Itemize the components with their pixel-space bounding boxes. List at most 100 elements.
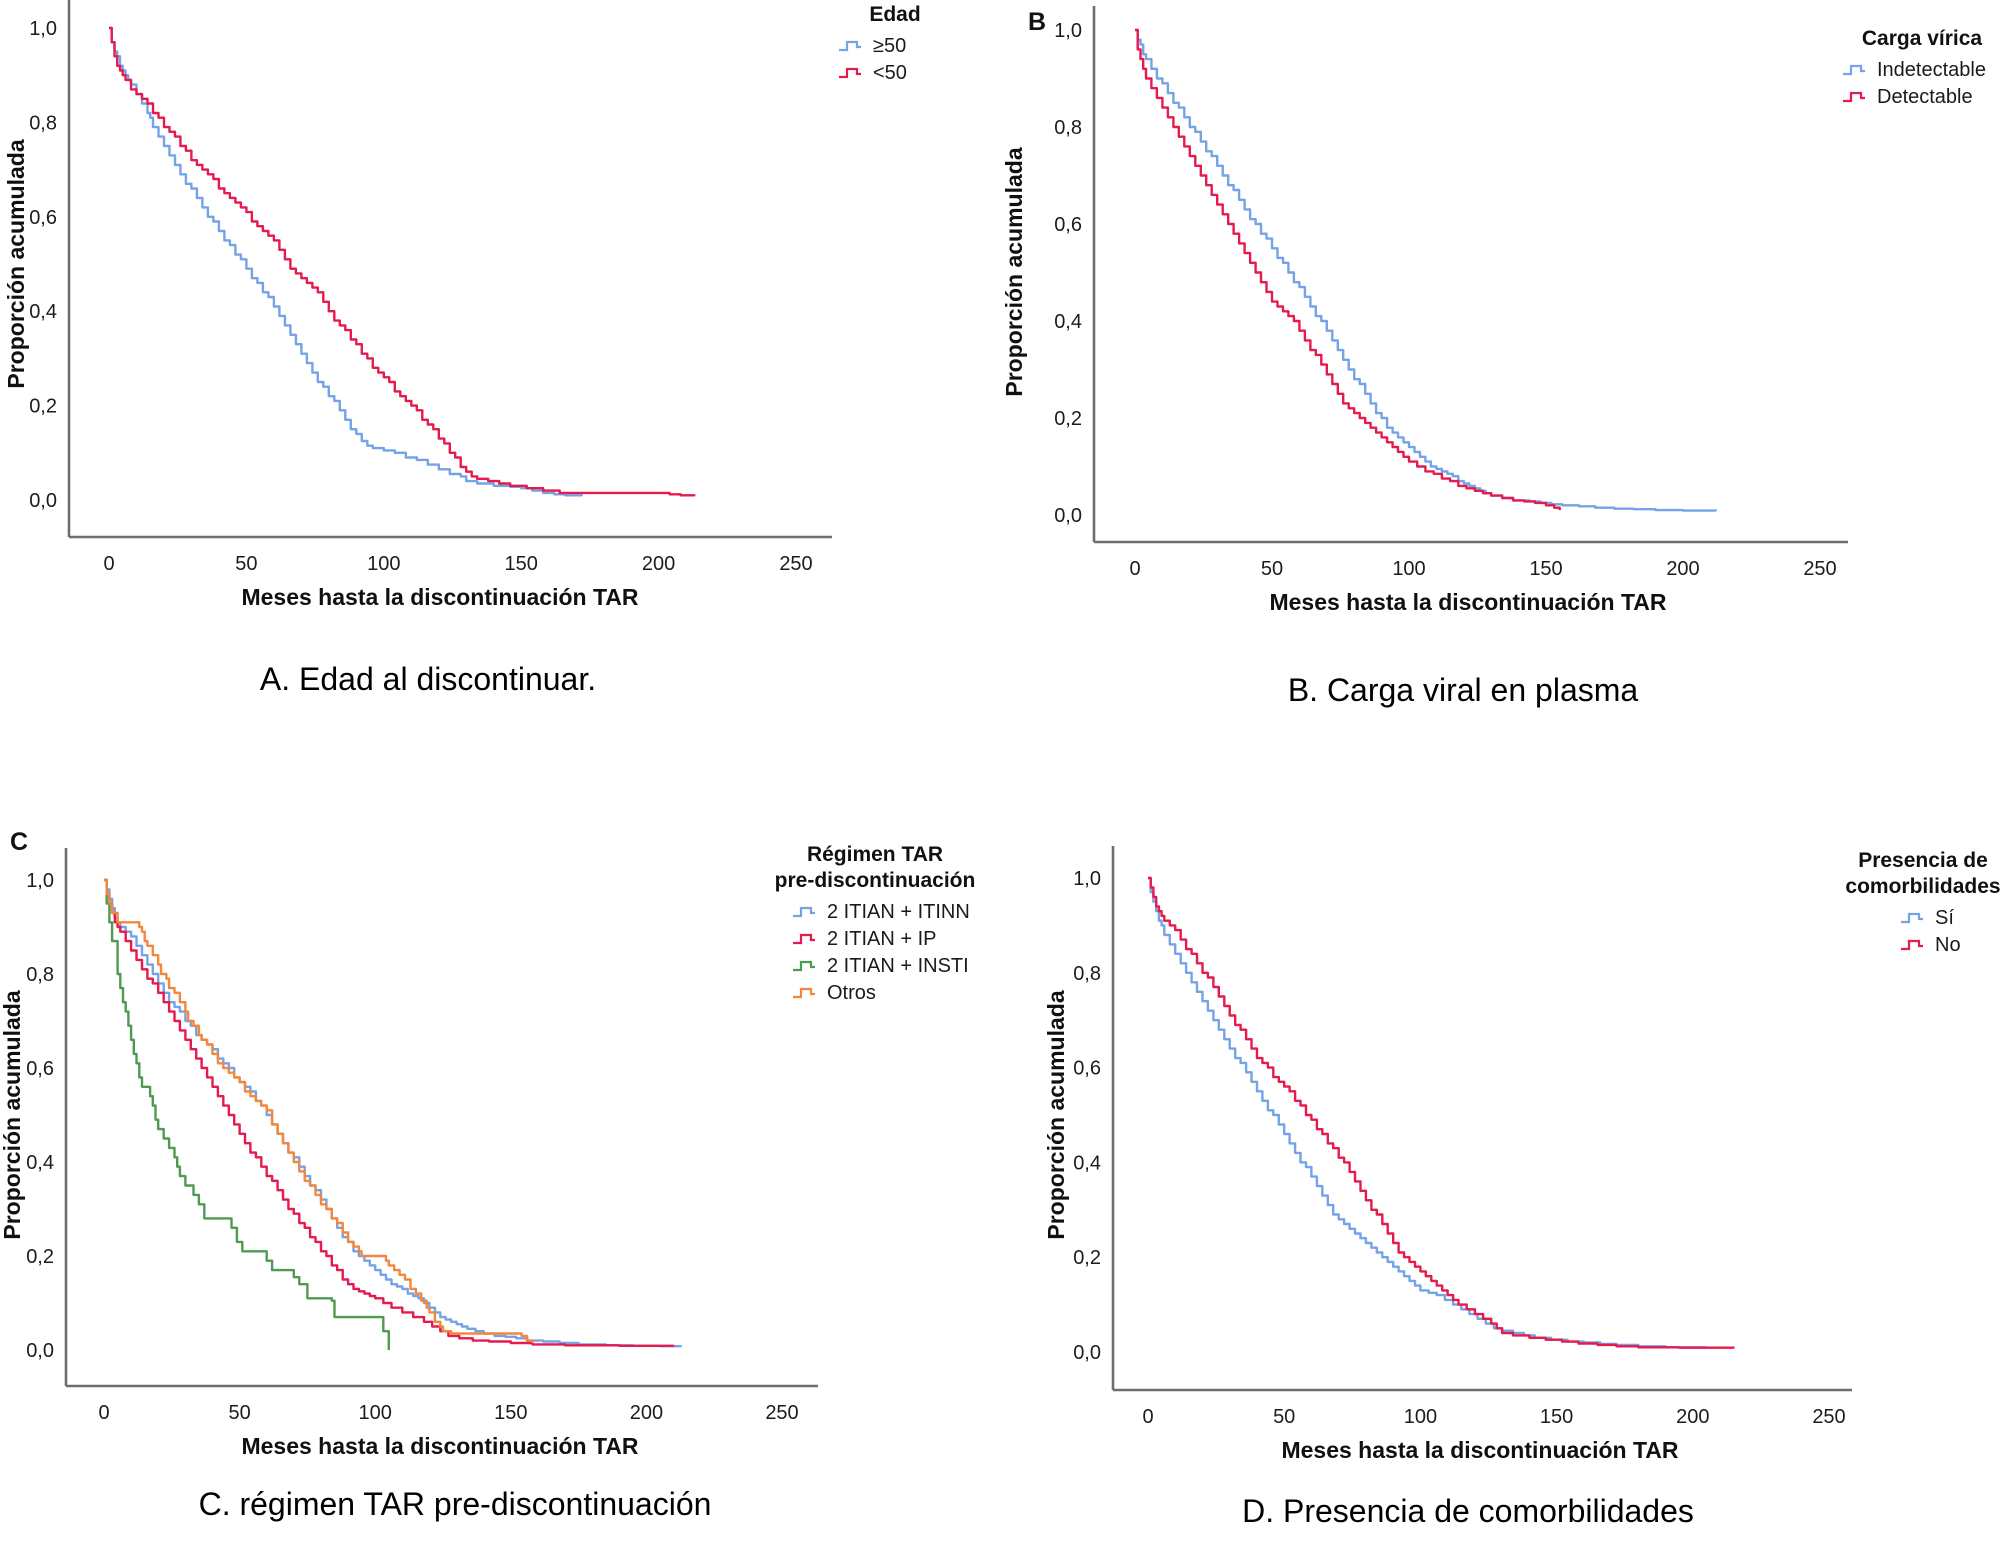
- km-curve-otros: [104, 878, 534, 1343]
- km-curve-detectable: [1135, 28, 1561, 511]
- x-tick-label: 100: [1404, 1406, 1437, 1428]
- caption-panel-d: D. Presencia de comorbilidades: [1242, 1493, 1694, 1529]
- x-tick-label: 200: [642, 553, 675, 575]
- legend-label: ≥50: [873, 34, 907, 57]
- legend-item: 2 ITIAN + INSTI: [792, 953, 1010, 979]
- step-line-icon: [793, 960, 815, 972]
- y-tick-label: 0,0: [26, 1340, 54, 1362]
- panel-letter-b: B: [1028, 8, 1047, 36]
- y-tick-label: 0,6: [1054, 214, 1082, 236]
- x-tick-label: 150: [505, 553, 538, 575]
- step-line-icon: [1901, 912, 1923, 924]
- step-line-icon: [793, 987, 815, 999]
- x-tick-label: 0: [103, 553, 114, 575]
- legend-label: <50: [873, 61, 907, 84]
- x-axis-title: Meses hasta la discontinuación TAR: [1281, 1437, 1678, 1463]
- x-axis-title: Meses hasta la discontinuación TAR: [241, 584, 638, 610]
- legend-title: Presencia de: [1858, 849, 1988, 872]
- km-curve-si: [1148, 876, 1708, 1349]
- x-tick-label: 100: [359, 1402, 392, 1424]
- caption-panel-b: B. Carga viral en plasma: [1287, 672, 1639, 708]
- step-line-icon: [1843, 91, 1865, 103]
- caption-panel-a: A. Edad al discontinuar.: [259, 661, 597, 697]
- legend-item: Detectable: [1842, 84, 2008, 110]
- legend-label: 2 ITIAN + ITINN: [827, 900, 970, 923]
- x-tick-label: 200: [1666, 558, 1699, 580]
- y-tick-label: 0,6: [1073, 1058, 1101, 1080]
- legend-title: Régimen TAR: [806, 843, 944, 866]
- legend-label: Detectable: [1877, 85, 1973, 108]
- y-tick-label: 0,6: [29, 207, 57, 229]
- legend-label: 2 ITIAN + IP: [827, 927, 937, 950]
- x-tick-label: 250: [1812, 1406, 1845, 1428]
- x-tick-label: 100: [1392, 558, 1425, 580]
- legend-label: 2 ITIAN + INSTI: [827, 954, 969, 977]
- y-tick-label: 0,4: [1073, 1152, 1101, 1174]
- y-tick-label: 0,8: [1054, 117, 1082, 139]
- legend-title: Carga vírica: [1861, 27, 1983, 50]
- legend-item: 2 ITIAN + IP: [792, 926, 1010, 952]
- y-axis-title: Proporción acumulada: [1001, 147, 1027, 396]
- x-tick-label: 250: [779, 553, 812, 575]
- y-tick-label: 0,2: [1073, 1247, 1101, 1269]
- legend-item: No: [1900, 932, 2008, 958]
- km-panel-d: 0 50 100 150 200 250 0,0 0,2 0,4 0,6 0,8 1,0 Meses h…: [1043, 846, 1852, 1463]
- x-axis-title: Meses hasta la discontinuación TAR: [1269, 589, 1666, 615]
- x-tick-label: 50: [228, 1402, 250, 1424]
- km-curve-lt50: [109, 26, 696, 497]
- legend-regimen-tar: Régimen TAR pre-discontinuación 2 ITIAN …: [740, 842, 1010, 1006]
- km-panel-c: 0 50 100 150 200 250 0,0 0,2 0,4 0,6 0,8 1,0 Meses h…: [0, 848, 818, 1459]
- step-line-icon: [793, 933, 815, 945]
- x-tick-label: 50: [1273, 1406, 1295, 1428]
- km-panel-b: 0 50 100 150 200 250 0,0 0,2 0,4 0,6 0,8 1,0 Meses h…: [1001, 6, 1848, 615]
- x-tick-label: 0: [1142, 1406, 1153, 1428]
- y-tick-label: 0,0: [1054, 505, 1082, 527]
- legend-edad: Edad ≥50 <50: [820, 2, 970, 86]
- legend-label: Indetectable: [1877, 58, 1986, 81]
- km-curve-indetectable: [1135, 28, 1718, 512]
- legend-label: Otros: [827, 981, 876, 1004]
- y-tick-label: 1,0: [29, 18, 57, 40]
- legend-item: Indetectable: [1842, 57, 2008, 83]
- legend-item: ≥50: [838, 33, 970, 59]
- x-tick-label: 150: [494, 1402, 527, 1424]
- x-tick-label: 0: [98, 1402, 109, 1424]
- y-tick-label: 0,8: [1073, 963, 1101, 985]
- step-line-icon: [1901, 939, 1923, 951]
- legend-carga-virica: Carga vírica Indetectable Detectable: [1836, 26, 2008, 110]
- y-tick-label: 1,0: [26, 870, 54, 892]
- y-tick-label: 0,4: [1054, 311, 1082, 333]
- y-tick-label: 0,2: [29, 396, 57, 418]
- y-axis-title: Proporción acumulada: [0, 990, 25, 1239]
- y-tick-label: 0,0: [1073, 1342, 1101, 1364]
- y-tick-label: 0,8: [26, 964, 54, 986]
- panel-letter-c: C: [10, 828, 29, 856]
- legend-item: 2 ITIAN + ITINN: [792, 899, 1010, 925]
- legend-item: Otros: [792, 980, 1010, 1006]
- legend-label: Sí: [1935, 906, 1954, 929]
- step-line-icon: [839, 40, 861, 52]
- step-line-icon: [839, 67, 861, 79]
- y-tick-label: 0,4: [26, 1152, 54, 1174]
- x-tick-label: 0: [1129, 558, 1140, 580]
- x-tick-label: 200: [1676, 1406, 1709, 1428]
- y-axis-title: Proporción acumulada: [1043, 990, 1069, 1239]
- legend-title: comorbilidades: [1845, 875, 2001, 898]
- km-panel-a: 0 50 100 150 200 250 0,0 0,2 0,4 0,6 0,8 1,0 Meses h…: [3, 0, 832, 610]
- y-tick-label: 0,2: [1054, 408, 1082, 430]
- x-tick-label: 150: [1540, 1406, 1573, 1428]
- km-curve-ge50: [109, 26, 583, 497]
- y-tick-label: 0,4: [29, 301, 57, 323]
- km-curve-insti: [104, 878, 390, 1350]
- y-tick-label: 0,2: [26, 1246, 54, 1268]
- x-tick-label: 50: [235, 553, 257, 575]
- y-tick-label: 1,0: [1054, 20, 1082, 42]
- step-line-icon: [1843, 64, 1865, 76]
- x-tick-label: 200: [630, 1402, 663, 1424]
- km-curve-no: [1148, 876, 1735, 1349]
- legend-item: Sí: [1900, 905, 2008, 931]
- y-tick-label: 0,8: [29, 112, 57, 134]
- y-tick-label: 1,0: [1073, 868, 1101, 890]
